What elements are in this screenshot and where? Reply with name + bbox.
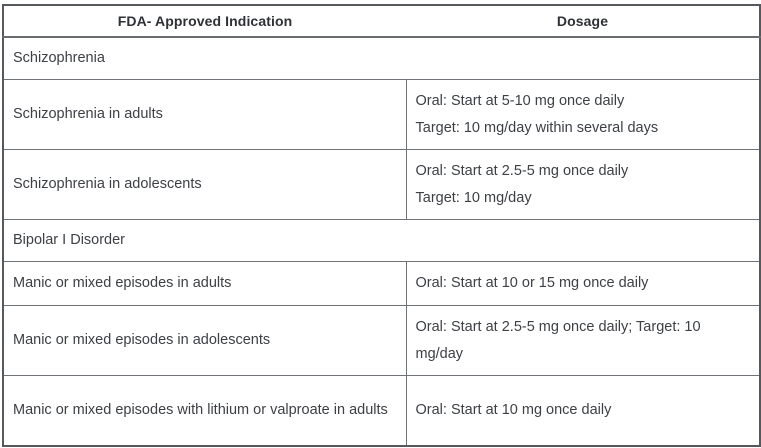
dosage-line: Oral: Start at 2.5-5 mg once daily; Targ… [415,318,701,362]
indication-cell: Schizophrenia in adolescents [2,149,407,220]
dosage-line: Target: 10 mg/day [415,189,532,206]
indication-label: Manic or mixed episodes with lithium or … [13,402,388,418]
indication-cell: Schizophrenia in adults [2,79,407,150]
indication-label: Schizophrenia in adolescents [13,176,202,192]
section-cell: Schizophrenia [2,36,761,80]
table-row: Schizophrenia in adolescents Oral: Start… [2,149,761,220]
dosage-line: Oral: Start at 10 or 15 mg once daily [415,275,649,291]
indication-cell: Manic or mixed episodes in adults [2,261,407,306]
dosage-cell: Oral: Start at 5-10 mg once daily Target… [405,79,761,150]
indication-label: Manic or mixed episodes in adults [13,275,232,291]
section-label: Schizophrenia [13,50,105,66]
table-row-section-bipolar: Bipolar I Disorder [2,219,761,262]
dosage-table: FDA- Approved Indication Dosage Schizoph… [2,4,761,447]
indication-cell: Manic or mixed episodes in adolescents [2,305,407,376]
indication-cell: Manic or mixed episodes with lithium or … [2,375,407,447]
dosage-cell: Oral: Start at 10 mg once daily [405,375,761,447]
indication-label: Manic or mixed episodes in adolescents [13,332,271,348]
dosage-line: Target: 10 mg/day within several days [415,119,659,136]
header-dosage: Dosage [406,5,760,38]
dosage-cell: Oral: Start at 2.5-5 mg once daily; Targ… [405,305,761,376]
dosage-line: Oral: Start at 2.5-5 mg once daily [415,162,629,179]
section-cell: Bipolar I Disorder [2,219,761,262]
dosage-line: Oral: Start at 10 mg once daily [415,402,612,418]
dosage-line: Oral: Start at 5-10 mg once daily [415,92,625,109]
table-row: Manic or mixed episodes in adolescents O… [2,305,761,376]
table-row: Manic or mixed episodes in adults Oral: … [2,261,761,306]
table-row-section-schizophrenia: Schizophrenia [2,36,761,80]
indication-label: Schizophrenia in adults [13,106,163,122]
table-row: Manic or mixed episodes with lithium or … [2,375,761,447]
table-header-row: FDA- Approved Indication Dosage [3,5,760,38]
section-label: Bipolar I Disorder [13,232,126,248]
table-row: Schizophrenia in adults Oral: Start at 5… [2,79,761,150]
dosage-cell: Oral: Start at 2.5-5 mg once daily Targe… [405,149,761,220]
header-indication: FDA- Approved Indication [3,5,406,38]
dosage-cell: Oral: Start at 10 or 15 mg once daily [405,261,761,306]
